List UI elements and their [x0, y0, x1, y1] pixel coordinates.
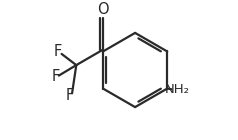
Text: O: O — [97, 2, 109, 17]
Text: F: F — [65, 88, 74, 103]
Text: F: F — [51, 69, 60, 84]
Text: F: F — [54, 44, 62, 59]
Text: NH₂: NH₂ — [165, 83, 190, 96]
